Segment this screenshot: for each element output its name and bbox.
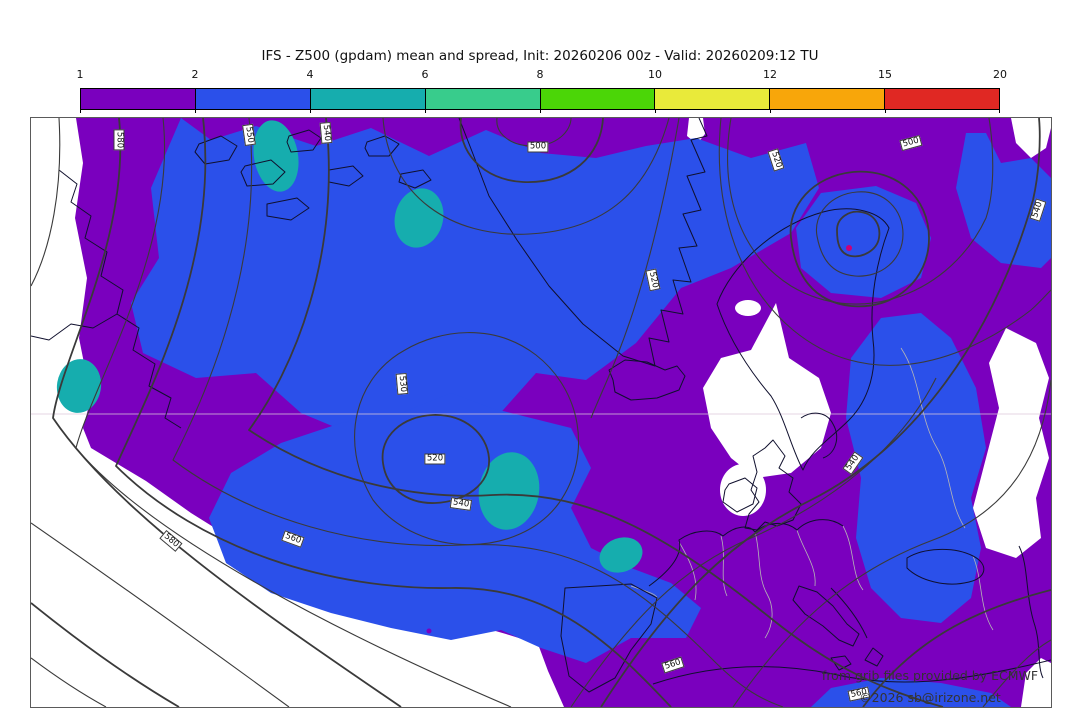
colorbar-tick-label: 20 <box>993 68 1007 81</box>
colorbar-tick-mark <box>80 110 81 113</box>
colorbar-segments <box>80 88 1000 110</box>
contour-label-530: 530 <box>395 372 409 396</box>
contour-label-540: 540 <box>319 121 333 145</box>
colorbar-tick-mark <box>770 110 771 113</box>
colorbar-tick-label: 1 <box>76 68 84 81</box>
colorbar-tick-label: 8 <box>536 68 544 81</box>
contour-label-580: 580 <box>113 129 125 151</box>
spread-4-6-regions <box>56 120 643 573</box>
colorbar-tick-label: 10 <box>648 68 662 81</box>
colorbar-tick-mark <box>999 110 1000 113</box>
colorbar-tick-mark <box>310 110 311 113</box>
colorbar-tick-mark <box>655 110 656 113</box>
spread-2-4-regions <box>131 118 1051 707</box>
weather-map-svg <box>31 118 1051 707</box>
colorbar-tick-mark <box>425 110 426 113</box>
contour-label-520: 520 <box>424 453 446 465</box>
colorbar-segment-6-8 <box>425 89 541 109</box>
colorbar-tick-label: 12 <box>763 68 777 81</box>
coastlines <box>31 118 1051 693</box>
colorbar-segment-8-10 <box>540 89 656 109</box>
contour-label-500: 500 <box>527 141 549 153</box>
colorbar-segment-2-4 <box>195 89 311 109</box>
colorbar-tick-mark <box>885 110 886 113</box>
colorbar-tick-mark <box>195 110 196 113</box>
colorbar-tick-label: 2 <box>191 68 199 81</box>
colorbar-segment-10-12 <box>655 89 771 109</box>
colorbar-tick-label: 6 <box>421 68 429 81</box>
country-borders <box>630 347 994 639</box>
colorbar-segment-15-20 <box>885 89 999 109</box>
colorbar-segment-4-6 <box>310 89 426 109</box>
attribution-source: from grib files provided by ECMWF <box>821 668 1039 683</box>
magenta-extreme-dot <box>846 245 852 251</box>
z500-contours <box>31 118 1051 707</box>
purple-speck <box>426 628 432 634</box>
colorbar-segment-12-15 <box>770 89 886 109</box>
colorbar-segment-1-2 <box>81 89 196 109</box>
spread-colorbar: 1 2 4 6 8 10 12 15 20 <box>77 68 1007 113</box>
map-area: 580 550 540 500 500 520 540 520 530 520 540 580 560 5… <box>30 117 1052 708</box>
attribution-copyright: ©2026 sb@irizone.net <box>859 690 1001 705</box>
colorbar-tick-mark <box>540 110 541 113</box>
chart-title: IFS - Z500 (gpdam) mean and spread, Init… <box>261 48 819 64</box>
colorbar-tick-label: 4 <box>306 68 314 81</box>
colorbar-tick-label: 15 <box>878 68 892 81</box>
